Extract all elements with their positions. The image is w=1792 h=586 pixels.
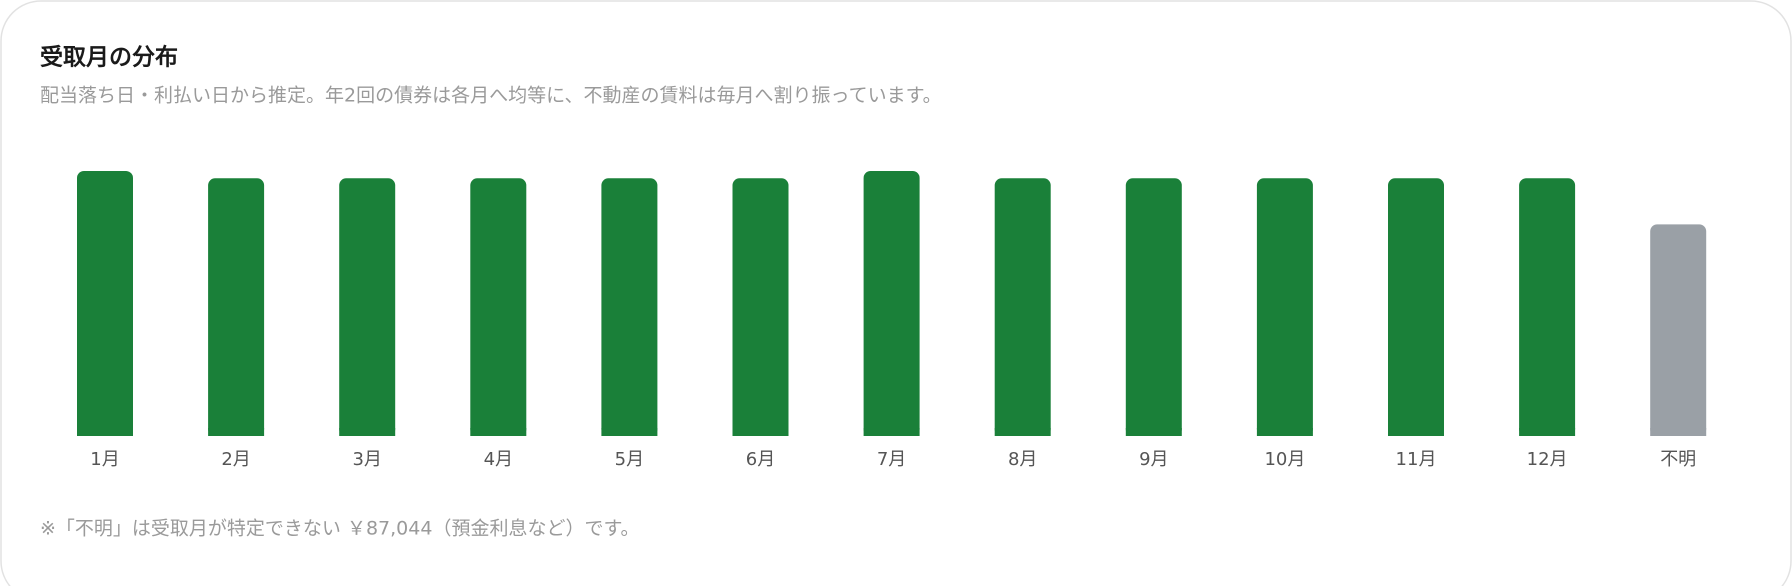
bar-foot [208,428,265,436]
bar [1388,178,1444,436]
x-tick-label: 8月 [1008,449,1037,470]
x-tick-label: 11月 [1396,449,1437,470]
x-tick-label: 10月 [1264,449,1305,470]
bar [601,178,658,436]
chart-subtitle: 配当落ち日・利払い日から推定。年2回の債券は各月へ均等に、不動産の賃料は毎月へ割… [40,85,942,107]
chart-title: 受取月の分布 [40,44,178,71]
bar [732,178,789,436]
bar [1650,224,1707,436]
x-tick-label: 1月 [90,449,119,470]
bar [77,171,133,436]
bar-foot [77,428,133,436]
bar-foot [1125,428,1182,436]
bar-foot [994,428,1051,436]
x-tick-label: 4月 [484,449,513,470]
x-tick-label: 不明 [1660,449,1696,470]
bar [1125,178,1182,436]
x-tick-label: 2月 [221,449,250,470]
bar [1256,178,1313,436]
bar-foot [601,428,658,436]
x-tick-label: 3月 [352,449,381,470]
bar [339,178,396,436]
bar-foot [470,428,527,436]
bar-foot [1256,428,1313,436]
bar-foot [732,428,789,436]
bar [208,178,265,436]
bar [863,171,920,436]
bar [470,178,527,436]
bar-foot [1650,428,1707,436]
x-tick-label: 12月 [1527,449,1568,470]
bar-foot [1519,428,1576,436]
x-tick-label: 5月 [615,449,644,470]
x-tick-label: 9月 [1139,449,1168,470]
x-tick-label: 6月 [746,449,775,470]
bar-foot [863,428,920,436]
bar-foot [1388,428,1444,436]
bar-foot [339,428,396,436]
bar [994,178,1051,436]
x-tick-label: 7月 [877,449,906,470]
bar [1519,178,1576,436]
chart-note: ※「不明」は受取月が特定できない ￥87,044（預金利息など）です。 [40,518,640,540]
